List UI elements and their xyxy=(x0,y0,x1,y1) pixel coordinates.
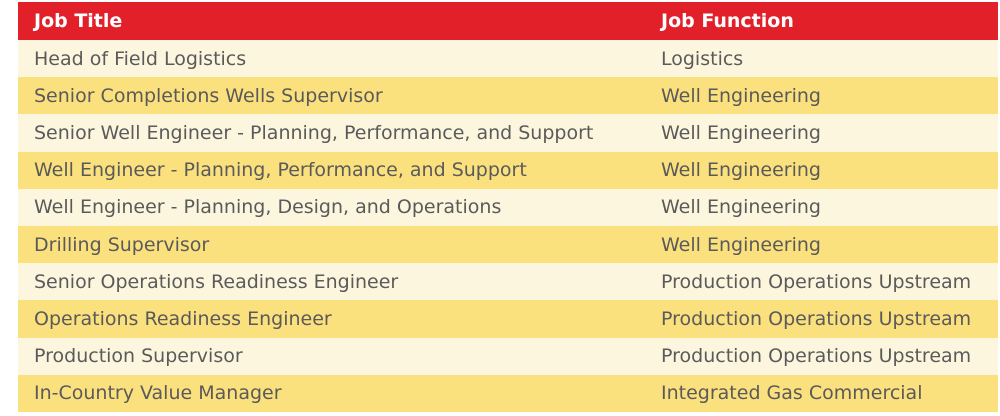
job-function-cell: Production Operations Upstream xyxy=(645,300,998,338)
table-header: Job Title Job Function xyxy=(18,2,998,40)
job-title-cell: Drilling Supervisor xyxy=(18,225,645,264)
header-cell: Job Function xyxy=(645,2,998,40)
job-title-cell: Production Supervisor xyxy=(18,337,645,375)
job-title-cell: Well Engineer - Planning, Performance, a… xyxy=(18,151,645,189)
table-row: Head of Field Logistics Logistics xyxy=(18,40,998,78)
table-row: Well Engineer - Planning, Performance, a… xyxy=(18,151,998,189)
table-row: Drilling Supervisor Well Engineering xyxy=(18,225,998,264)
job-title-cell: Operations Readiness Engineer xyxy=(18,300,645,338)
job-title-cell: Well Engineer - Planning, Design, and Op… xyxy=(18,188,645,226)
job-function-cell: Well Engineering xyxy=(645,151,998,189)
table-row: Senior Completions Wells Supervisor Well … xyxy=(18,77,998,115)
job-table: Job Title Job Function Head of Field Log… xyxy=(18,2,998,412)
table-row: Production Supervisor Production Operatio… xyxy=(18,337,998,375)
job-function-cell: Well Engineering xyxy=(645,77,998,115)
header-row: Job Title Job Function xyxy=(18,2,998,40)
job-title-cell: Senior Well Engineer - Planning, Perform… xyxy=(18,114,645,152)
job-function-cell: Logistics xyxy=(645,40,998,78)
table-row: Well Engineer - Planning, Design, and Op… xyxy=(18,188,998,226)
table-row: Senior Operations Readiness Engineer Prod… xyxy=(18,263,998,301)
job-title-cell: Head of Field Logistics xyxy=(18,40,645,78)
job-function-cell: Production Operations Upstream xyxy=(645,263,998,301)
job-function-cell: Well Engineering xyxy=(645,114,998,152)
table-row: Senior Well Engineer - Planning, Perform… xyxy=(18,114,998,152)
header-cell: Job Title xyxy=(18,2,645,40)
table-body: Head of Field Logistics Logistics Senior C… xyxy=(18,40,998,412)
job-title-cell: Senior Operations Readiness Engineer xyxy=(18,263,645,301)
job-function-cell: Well Engineering xyxy=(645,225,998,264)
table-container: Job Title Job Function Head of Field Log… xyxy=(18,2,998,412)
job-function-cell: Well Engineering xyxy=(645,188,998,226)
table-row: Operations Readiness Engineer Production … xyxy=(18,300,998,338)
table-row: In-Country Value Manager Integrated Gas C… xyxy=(18,374,998,412)
job-title-cell: In-Country Value Manager xyxy=(18,374,645,412)
job-function-cell: Production Operations Upstream xyxy=(645,337,998,375)
job-function-cell: Integrated Gas Commercial xyxy=(645,374,998,412)
job-title-cell: Senior Completions Wells Supervisor xyxy=(18,77,645,115)
